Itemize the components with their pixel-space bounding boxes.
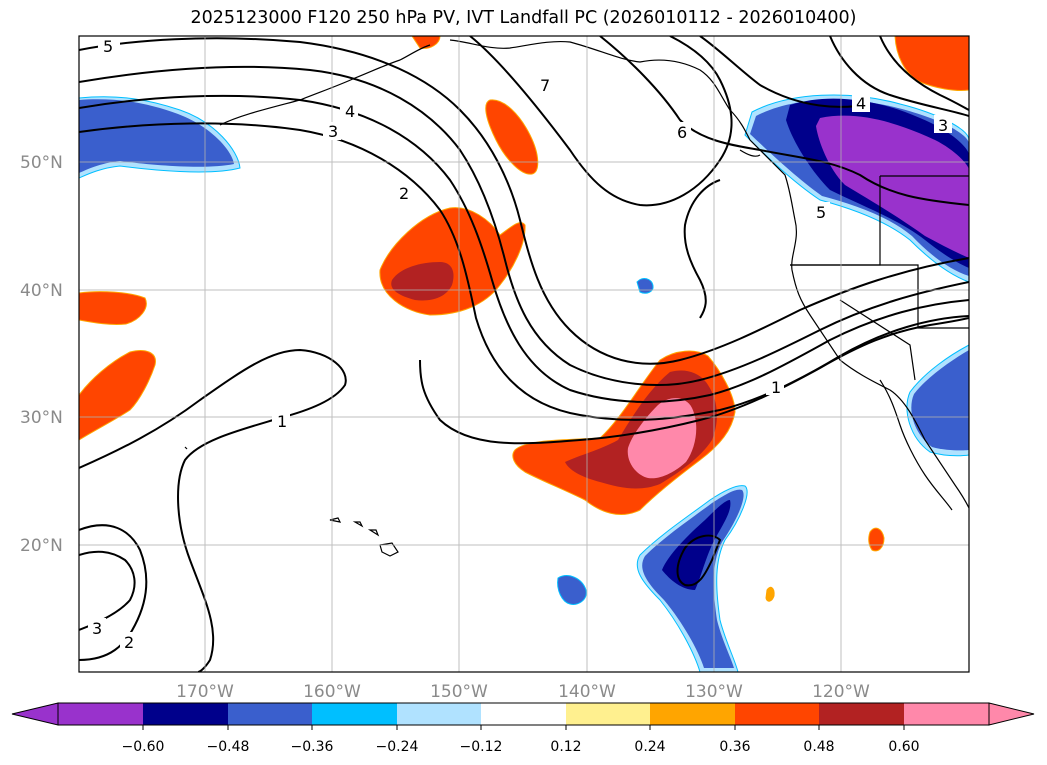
colorbar-swatch — [481, 703, 567, 725]
contour-label-group: 5 4 3 2 7 6 4 3 5 1 1 3 2 — [88, 36, 952, 652]
contour-label: 2 — [399, 184, 409, 203]
contour-label: 4 — [345, 102, 355, 121]
longitude-labels: 170°W 160°W 150°W 140°W 130°W 120°W — [176, 682, 870, 702]
contour-label: 2 — [124, 633, 134, 652]
lon-label: 160°W — [303, 682, 361, 702]
colorbar-extend-low — [11, 702, 59, 726]
lat-label: 20°N — [20, 536, 63, 556]
contour-label: 1 — [771, 378, 781, 397]
contour-label: 5 — [816, 203, 826, 222]
coastlines — [184, 39, 969, 557]
lat-label: 30°N — [20, 408, 63, 428]
colorbar: −0.60 −0.48 −0.36 −0.24 −0.12 0.12 0.24 … — [11, 702, 1035, 755]
contour-label: 7 — [540, 76, 550, 95]
contour-label: 5 — [103, 37, 113, 56]
negative-anomaly-shading — [79, 94, 969, 672]
colorbar-tick: −0.12 — [460, 739, 503, 755]
colorbar-tick: 0.60 — [888, 739, 919, 755]
colorbar-swatch — [650, 703, 736, 725]
colorbar-outline — [57, 702, 990, 726]
colorbar-tick: −0.36 — [291, 739, 334, 755]
colorbar-swatch — [735, 703, 821, 725]
colorbar-tick: 0.36 — [719, 739, 750, 755]
lon-label: 150°W — [430, 682, 488, 702]
colorbar-tick: −0.60 — [122, 739, 165, 755]
contour-label: 3 — [938, 116, 948, 135]
colorbar-tick: −0.48 — [207, 739, 250, 755]
colorbar-tick: 0.12 — [550, 739, 581, 755]
colorbar-swatch — [397, 703, 483, 725]
lat-label: 50°N — [20, 153, 63, 173]
contour-label: 6 — [677, 123, 687, 142]
colorbar-tick: −0.24 — [376, 739, 419, 755]
colorbar-swatch — [143, 703, 229, 725]
lon-label: 120°W — [812, 682, 870, 702]
lat-label: 40°N — [20, 281, 63, 301]
contour-label: 4 — [856, 94, 866, 113]
positive-anomaly-shading — [79, 36, 969, 602]
graticule — [79, 36, 969, 672]
lon-label: 170°W — [176, 682, 234, 702]
contour-label: 3 — [92, 619, 102, 638]
colorbar-swatch — [228, 703, 314, 725]
colorbar-swatch — [566, 703, 652, 725]
colorbar-tick: 0.48 — [803, 739, 834, 755]
lon-label: 140°W — [558, 682, 616, 702]
map-frame — [78, 35, 970, 673]
lon-label: 130°W — [685, 682, 743, 702]
colorbar-swatch — [904, 703, 989, 725]
contour-label: 3 — [328, 122, 338, 141]
contour-label: 1 — [277, 412, 287, 431]
colorbar-swatch — [312, 703, 398, 725]
colorbar-tick: 0.24 — [634, 739, 665, 755]
latitude-labels: 50°N 40°N 30°N 20°N — [20, 153, 63, 556]
map-title: 2025123000 F120 250 hPa PV, IVT Landfall… — [190, 8, 857, 28]
colorbar-extend-high — [988, 702, 1035, 726]
colorbar-swatch — [819, 703, 905, 725]
colorbar-swatch — [58, 703, 144, 725]
